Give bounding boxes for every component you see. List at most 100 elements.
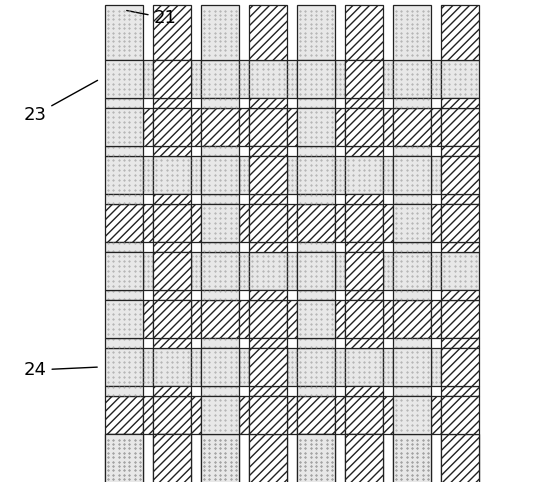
Bar	[249, 386, 287, 396]
Bar	[345, 156, 383, 194]
Bar	[153, 146, 191, 156]
Bar	[201, 300, 239, 338]
Bar	[393, 290, 431, 300]
Bar	[441, 252, 479, 290]
Bar	[143, 348, 153, 386]
Bar	[383, 396, 393, 434]
Bar	[297, 98, 335, 108]
Bar	[393, 338, 431, 348]
Bar	[431, 252, 441, 290]
Bar	[393, 434, 431, 482]
Bar	[249, 290, 287, 300]
Bar	[287, 108, 297, 146]
Bar	[335, 300, 345, 338]
Bar	[297, 300, 335, 338]
Bar	[431, 60, 441, 98]
Bar	[441, 434, 479, 482]
Bar	[431, 204, 441, 242]
Bar	[297, 108, 335, 146]
Bar	[297, 194, 335, 204]
Bar	[393, 60, 431, 98]
Bar	[441, 396, 479, 434]
Bar	[201, 386, 239, 396]
Bar	[239, 204, 249, 242]
Bar	[383, 252, 393, 290]
Bar	[249, 60, 287, 98]
Bar	[191, 348, 201, 386]
Bar	[249, 108, 287, 146]
Bar	[153, 290, 191, 300]
Bar	[201, 98, 239, 108]
Bar	[441, 108, 479, 146]
Bar	[345, 108, 383, 146]
Bar	[153, 348, 191, 386]
Bar	[143, 156, 153, 194]
Bar	[335, 156, 345, 194]
Bar	[249, 5, 287, 60]
Bar	[249, 242, 287, 252]
Bar	[441, 98, 479, 108]
Bar	[105, 252, 143, 290]
Bar	[287, 348, 297, 386]
Bar	[249, 338, 287, 348]
Bar	[393, 108, 431, 146]
Bar	[297, 60, 335, 98]
Bar	[105, 338, 143, 348]
Bar	[441, 434, 479, 482]
Bar	[249, 300, 287, 338]
Bar	[393, 396, 431, 434]
Bar	[441, 338, 479, 348]
Bar	[201, 290, 239, 300]
Bar	[201, 60, 239, 98]
Bar	[393, 348, 431, 386]
Bar	[345, 348, 383, 386]
Bar	[383, 300, 393, 338]
Bar	[297, 5, 335, 60]
Bar	[345, 98, 383, 108]
Bar	[153, 60, 191, 98]
Bar	[249, 194, 287, 204]
Bar	[239, 108, 249, 146]
Bar	[105, 290, 143, 300]
Bar	[345, 396, 383, 434]
Bar	[297, 348, 335, 386]
Bar	[383, 60, 393, 98]
Bar	[431, 156, 441, 194]
Bar	[105, 98, 143, 108]
Bar	[239, 252, 249, 290]
Bar	[105, 434, 143, 482]
Bar	[345, 242, 383, 252]
Bar	[153, 252, 191, 290]
Bar	[201, 194, 239, 204]
Bar	[249, 348, 287, 386]
Bar	[201, 396, 239, 434]
Bar	[105, 156, 143, 194]
Bar	[239, 300, 249, 338]
Bar	[393, 204, 431, 242]
Bar	[345, 434, 383, 482]
Bar	[287, 396, 297, 434]
Bar	[335, 60, 345, 98]
Bar	[249, 252, 287, 290]
Bar	[191, 396, 201, 434]
Bar	[345, 338, 383, 348]
Bar	[191, 300, 201, 338]
Bar	[393, 242, 431, 252]
Bar	[153, 204, 191, 242]
Bar	[153, 434, 191, 482]
Bar	[393, 386, 431, 396]
Bar	[441, 242, 479, 252]
Bar	[105, 434, 143, 482]
Bar	[191, 156, 201, 194]
Bar	[297, 252, 335, 290]
Bar	[105, 108, 143, 146]
Bar	[143, 108, 153, 146]
Bar	[287, 252, 297, 290]
Bar	[153, 156, 191, 194]
Bar	[201, 434, 239, 482]
Bar	[345, 290, 383, 300]
Bar	[143, 252, 153, 290]
Bar	[105, 60, 143, 98]
Bar	[335, 396, 345, 434]
Bar	[201, 338, 239, 348]
